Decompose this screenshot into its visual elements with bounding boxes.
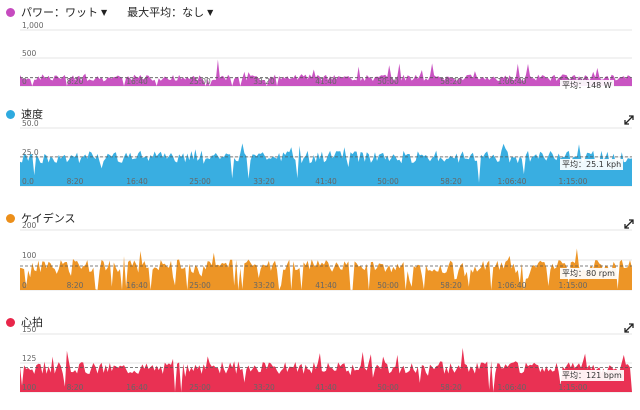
x-tick-label: 58:20 — [440, 77, 462, 86]
x-tick-label: 50:00 — [377, 383, 399, 392]
y-tick-label: 500 — [22, 49, 37, 58]
power-avg-label: 平均：148 W — [560, 79, 614, 91]
power-dot-icon — [6, 7, 15, 17]
x-tick-label: 1:15:00 — [559, 383, 588, 392]
x-tick-label: 33:20 — [253, 77, 275, 86]
x-tick-label: 8:20 — [67, 77, 84, 86]
x-tick-label: 16:40 — [126, 383, 148, 392]
hr-header: 心拍 — [6, 314, 43, 330]
y-tick-label: 150 — [22, 325, 37, 334]
y-tick-label: 0 — [22, 281, 27, 290]
x-tick-label: 41:40 — [315, 281, 337, 290]
x-tick-label: 16:40 — [126, 281, 148, 290]
x-tick-label: 50:00 — [377, 281, 399, 290]
y-tick-label: 0.0 — [22, 177, 34, 186]
expand-icon[interactable] — [624, 110, 634, 125]
x-tick-label: 8:20 — [67, 281, 84, 290]
x-tick-label: 1:15:00 — [559, 177, 588, 186]
hr-avg-label: 平均：121 bpm — [560, 369, 624, 381]
speed-avg-label: 平均：25.1 kph — [560, 158, 624, 170]
maxavg-dropdown[interactable]: 最大平均：なし ▼ — [127, 4, 213, 20]
x-tick-label: 33:20 — [253, 281, 275, 290]
hr-series-area — [20, 347, 632, 392]
x-tick-label: 1:06:40 — [498, 77, 527, 86]
x-tick-label: 1:06:40 — [498, 177, 527, 186]
cadence-title: ケイデンス — [21, 212, 76, 225]
y-tick-label: 0 — [22, 77, 27, 86]
x-tick-label: 33:20 — [253, 177, 275, 186]
x-tick-label: 33:20 — [253, 383, 275, 392]
hr-title: 心拍 — [21, 316, 43, 329]
x-tick-label: 58:20 — [440, 281, 462, 290]
x-tick-label: 25:00 — [189, 77, 211, 86]
y-tick-label: 200 — [22, 221, 37, 230]
x-tick-label: 25:00 — [189, 383, 211, 392]
x-tick-label: 41:40 — [315, 383, 337, 392]
y-tick-label: 125 — [22, 354, 37, 363]
toolbar: パワー：ワット ▼ 最大平均：なし ▼ — [6, 4, 233, 20]
x-tick-label: 1:06:40 — [498, 281, 527, 290]
hr-dot-icon — [6, 317, 15, 327]
x-tick-label: 1:06:40 — [498, 383, 527, 392]
speed-series-area — [20, 143, 632, 186]
chevron-down-icon: ▼ — [101, 7, 108, 17]
x-tick-label: 58:20 — [440, 177, 462, 186]
y-tick-label: 100 — [22, 383, 37, 392]
expand-icon[interactable] — [624, 318, 634, 333]
cadence-dot-icon — [6, 213, 15, 223]
speed-title: 速度 — [21, 108, 43, 121]
cadence-avg-label: 平均：80 rpm — [560, 268, 617, 279]
x-tick-label: 25:00 — [189, 177, 211, 186]
metric-label: パワー：ワット — [21, 6, 98, 19]
y-tick-label: 25.0 — [22, 148, 39, 157]
x-tick-label: 16:40 — [126, 177, 148, 186]
x-tick-label: 25:00 — [189, 281, 211, 290]
x-tick-label: 8:20 — [67, 383, 84, 392]
x-tick-label: 41:40 — [315, 177, 337, 186]
x-tick-label: 8:20 — [67, 177, 84, 186]
power-series-area — [20, 59, 632, 86]
x-tick-label: 41:40 — [315, 77, 337, 86]
y-tick-label: 50.0 — [22, 119, 39, 128]
chevron-down-icon: ▼ — [207, 7, 214, 17]
cadence-series-area — [20, 248, 632, 290]
x-tick-label: 58:20 — [440, 383, 462, 392]
maxavg-label: 最大平均：なし — [127, 6, 205, 19]
x-tick-label: 1:15:00 — [559, 281, 588, 290]
cadence-header: ケイデンス — [6, 210, 76, 226]
expand-icon[interactable] — [624, 214, 634, 229]
speed-header: 速度 — [6, 106, 43, 122]
metric-dropdown[interactable]: パワー：ワット ▼ — [21, 4, 107, 20]
speed-dot-icon — [6, 109, 15, 119]
x-tick-label: 50:00 — [377, 177, 399, 186]
x-tick-label: 16:40 — [126, 77, 148, 86]
y-tick-label: 100 — [22, 251, 37, 260]
y-tick-label: 1,000 — [22, 21, 44, 30]
x-tick-label: 50:00 — [377, 77, 399, 86]
